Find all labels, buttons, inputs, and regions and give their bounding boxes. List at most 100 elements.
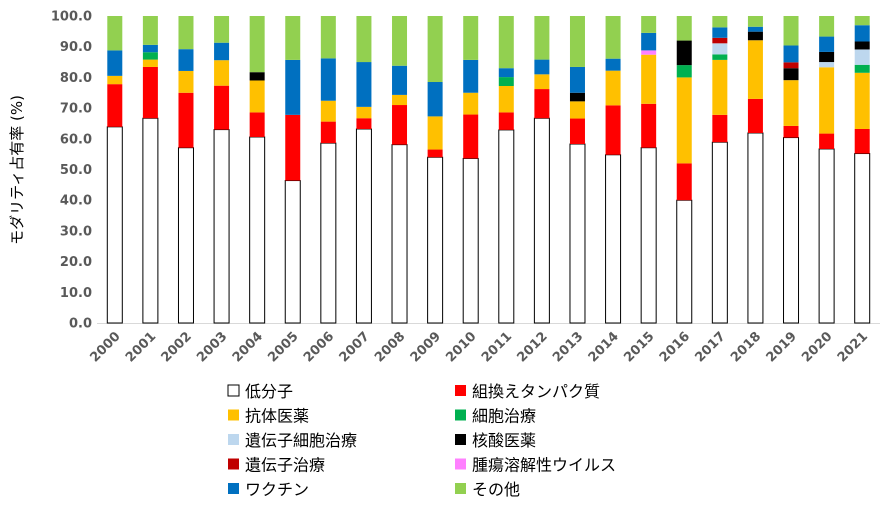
bar-segment — [249, 112, 265, 137]
x-tick-label: 2000 — [87, 329, 123, 365]
bar-stack — [284, 16, 301, 324]
bar-segment — [177, 147, 194, 324]
legend-label: 腫瘍溶解性ウイルス — [472, 456, 616, 475]
legend-item: 核酸医薬 — [455, 431, 536, 450]
bar-stack — [427, 16, 444, 324]
x-tick-label: 2010 — [443, 329, 479, 365]
bar-segment — [142, 16, 158, 45]
y-tick-label: 60.0 — [60, 132, 92, 147]
bar-segment — [355, 128, 372, 324]
bar-stack — [818, 16, 835, 324]
bar-segment — [320, 121, 336, 144]
legend-item: 腫瘍溶解性ウイルス — [455, 456, 616, 475]
legend-label: 低分子 — [245, 382, 293, 401]
bar-segment — [605, 16, 621, 59]
bar-segment — [641, 103, 657, 148]
x-tick-label: 2008 — [372, 329, 408, 365]
x-tick-label: 2012 — [515, 329, 551, 365]
legend-item: その他 — [455, 480, 520, 499]
bar-segment — [427, 149, 443, 158]
bar-segment — [463, 92, 479, 115]
bar-segment — [605, 154, 622, 324]
bar-segment — [711, 141, 728, 324]
legend-swatch — [228, 409, 239, 421]
x-tick-label: 2002 — [159, 329, 195, 365]
bar-stack — [213, 16, 230, 324]
bar-segment — [249, 80, 265, 113]
bar-segment — [142, 52, 158, 60]
x-tick-label: 2009 — [408, 329, 444, 365]
y-tick-label: 30.0 — [60, 224, 92, 239]
legend-label: 組換えタンパク質 — [472, 382, 600, 401]
bar-segment — [107, 84, 123, 127]
y-tick-label: 40.0 — [60, 194, 92, 209]
bar-segment — [391, 144, 408, 324]
bar-segment — [854, 16, 870, 26]
x-axis: 2000 2001 2002 2003 2004 2005 2006 2007 2008 2009… — [87, 329, 871, 365]
x-tick-label: 2004 — [230, 329, 266, 365]
bar-segment — [676, 16, 692, 41]
bar-segment — [747, 40, 763, 99]
bar-segment — [214, 85, 230, 130]
x-tick-label: 2020 — [799, 329, 835, 365]
bar-segment — [676, 199, 693, 324]
bar-stack — [569, 16, 586, 324]
bar-segment — [498, 112, 514, 130]
bar-stack — [605, 16, 622, 324]
bar-stack — [640, 16, 657, 324]
bar-segment — [819, 16, 835, 37]
x-tick-label: 2017 — [692, 329, 728, 365]
bar-stack — [498, 16, 515, 324]
legend-label: 細胞治療 — [472, 407, 536, 426]
bar-segment — [819, 62, 835, 68]
legend-swatch — [455, 434, 466, 445]
bar-segment — [284, 180, 301, 324]
bar-segment — [498, 85, 514, 113]
bar-segment — [605, 105, 621, 155]
bar-segment — [534, 16, 550, 60]
bar-segment — [427, 82, 443, 117]
bar-segment — [712, 16, 728, 28]
y-tick-label: 80.0 — [60, 71, 92, 86]
bar-stack — [106, 16, 123, 324]
bar-segment — [249, 136, 266, 324]
x-tick-label: 2003 — [194, 329, 230, 365]
y-tick-label: 90.0 — [60, 40, 92, 55]
bar-stack — [533, 16, 550, 324]
x-tick-label: 2019 — [764, 329, 800, 365]
bar-segment — [783, 80, 799, 126]
bar-segment — [320, 58, 336, 101]
bar-segment — [142, 44, 158, 53]
bar-segment — [747, 98, 763, 133]
bar-segment — [676, 40, 692, 66]
legend-swatch — [228, 458, 239, 470]
bar-segment — [569, 101, 585, 119]
legend-label: その他 — [472, 480, 520, 499]
bar-segment — [854, 41, 870, 50]
bar-stack — [142, 16, 159, 324]
bar-segment — [392, 16, 408, 66]
legend-swatch — [228, 483, 239, 494]
bar-segment — [214, 16, 230, 43]
legend-item: ワクチン — [228, 480, 309, 499]
y-tick-label: 100.0 — [51, 10, 92, 25]
bar-segment — [356, 106, 372, 119]
legend-swatch — [455, 409, 466, 421]
bar-segment — [534, 74, 550, 90]
bar-segment — [498, 77, 514, 86]
x-tick-label: 2021 — [835, 329, 871, 365]
bar-segment — [747, 26, 763, 32]
bar-segment — [107, 16, 123, 51]
bar-segment — [605, 58, 621, 71]
bar-segment — [285, 16, 301, 60]
bar-stack — [320, 16, 337, 324]
bar-segment — [854, 72, 870, 129]
bar-segment — [783, 45, 799, 63]
y-tick-label: 10.0 — [60, 286, 92, 301]
bar-segment — [854, 64, 870, 73]
bar-segment — [712, 114, 728, 143]
bar-segment — [819, 51, 835, 63]
bar-segment — [569, 92, 585, 102]
